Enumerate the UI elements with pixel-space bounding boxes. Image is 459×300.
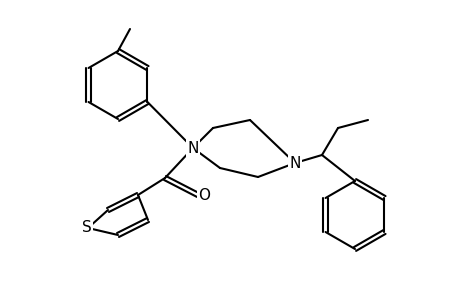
Text: O: O xyxy=(197,188,210,202)
Text: S: S xyxy=(82,220,92,236)
Text: N: N xyxy=(187,140,198,155)
Text: N: N xyxy=(289,155,300,170)
